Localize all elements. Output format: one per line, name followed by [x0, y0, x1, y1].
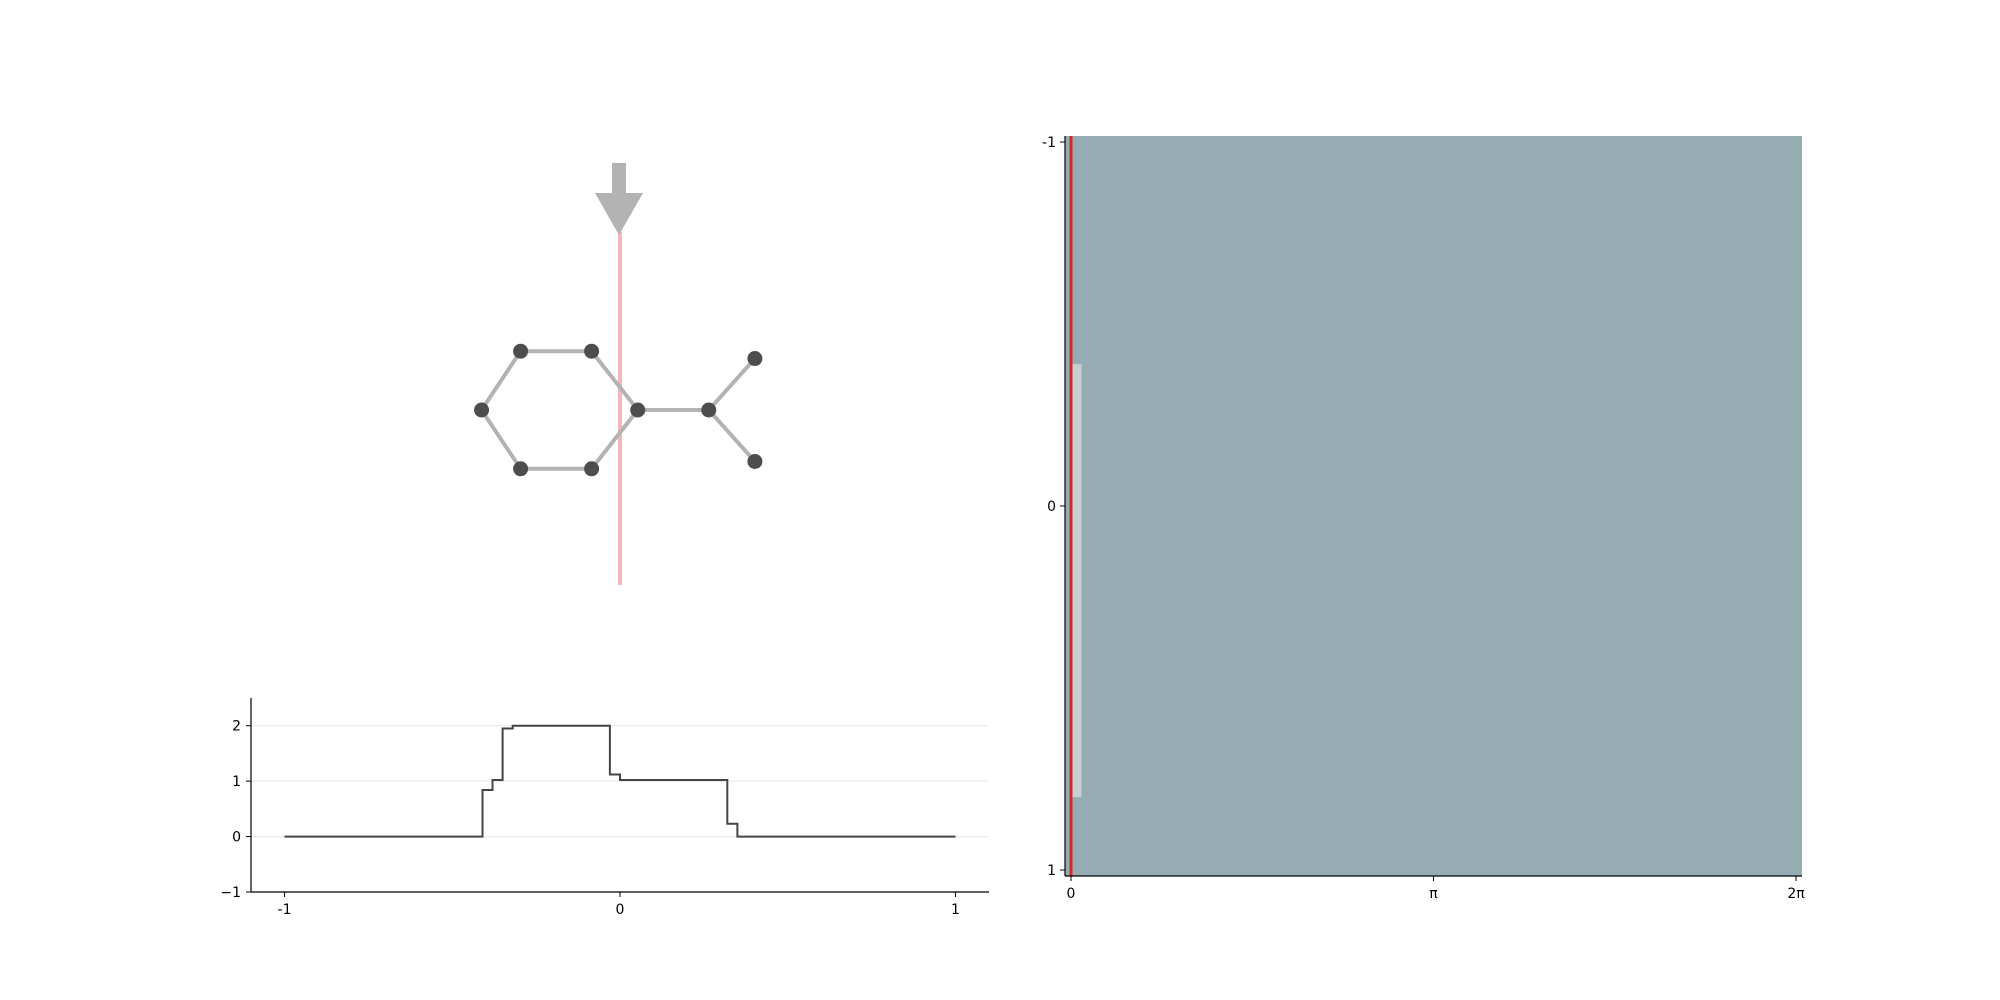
bond: [706, 356, 757, 412]
atom: [747, 351, 763, 367]
atom: [630, 402, 646, 418]
bond: [479, 349, 523, 412]
heatmap-x-ticks: 0 π 2π: [1067, 876, 1805, 902]
heatmap-chart: -101 0 π 2π: [1042, 135, 1805, 902]
y-tick-label: 2: [232, 719, 241, 735]
atom: [513, 343, 529, 359]
bond: [589, 408, 640, 471]
bond: [479, 408, 523, 471]
x-ticks: -1 0 1: [278, 892, 960, 918]
bond: [706, 408, 757, 464]
x-tick-label: 0: [1067, 886, 1076, 902]
molecule-atoms: [474, 343, 763, 477]
y-tick-label: 1: [1047, 863, 1056, 879]
line-chart: 2 1 0 −1 -1 0 1: [220, 698, 989, 918]
down-arrow-icon: [595, 163, 643, 235]
y-tick-label: -1: [1042, 135, 1056, 151]
y-tick-label: −1: [220, 885, 241, 901]
molecule-panel: [474, 163, 763, 585]
x-tick-label: π: [1429, 886, 1438, 902]
profile-line: [284, 724, 956, 838]
atom: [701, 402, 717, 418]
atom: [474, 402, 490, 418]
heatmap-field: [1065, 136, 1802, 876]
y-tick-label: 0: [1047, 499, 1056, 515]
molecule-bonds: [479, 349, 757, 471]
bond: [589, 349, 640, 412]
line-chart-grid: [251, 725, 989, 838]
y-ticks: 2 1 0 −1: [220, 719, 251, 901]
x-tick-label: 2π: [1787, 886, 1805, 902]
heatmap-y-ticks: -1 0 1: [1042, 135, 1065, 879]
x-tick-label: -1: [278, 902, 292, 918]
heatmap-band: [1071, 364, 1082, 798]
atom: [747, 453, 763, 469]
atom: [584, 461, 600, 477]
x-tick-label: 0: [616, 902, 625, 918]
atom: [513, 461, 529, 477]
atom: [584, 343, 600, 359]
y-tick-label: 1: [232, 774, 241, 790]
x-tick-label: 1: [951, 902, 960, 918]
y-tick-label: 0: [232, 830, 241, 846]
